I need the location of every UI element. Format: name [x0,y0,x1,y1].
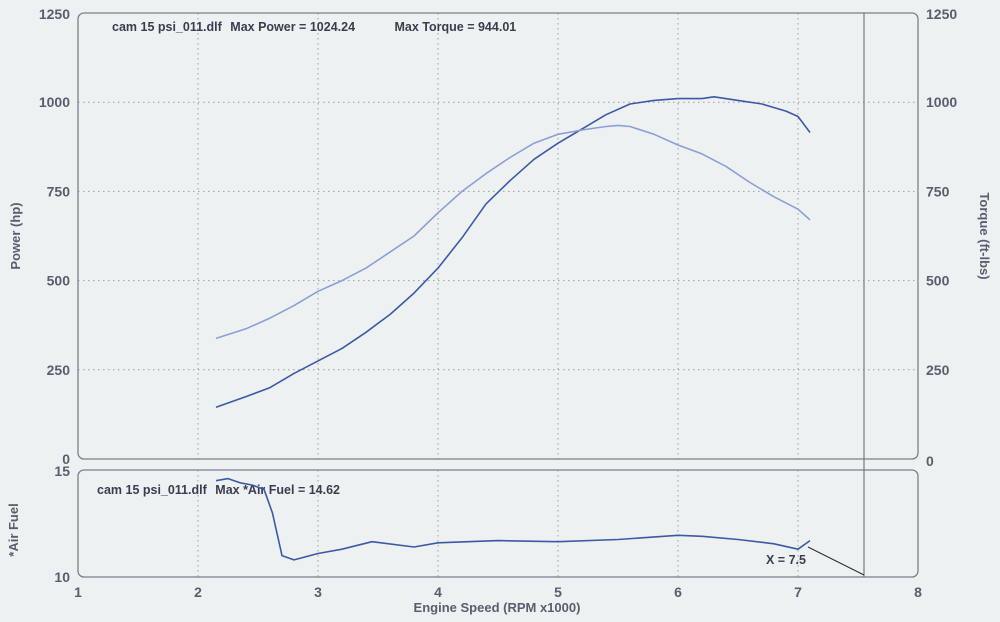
x-tick-label: 4 [434,584,442,600]
airfuel-y-axis-label: *Air Fuel [6,503,21,556]
airfuel-plot: cam 15 psi_011.dlf Max *Air Fuel = 14.62… [6,463,919,585]
y-tick-label-left: 1250 [39,6,70,22]
main-tick-labels: 0 250 500 750 1000 1250 0 250 500 750 1000 1250 [39,6,958,469]
y-tick-label-left: 250 [47,362,71,378]
y-tick-label-left: 1000 [39,94,70,110]
x-tick-label: 1 [74,584,82,600]
y-tick-label-right: 0 [926,453,934,469]
main-plot: cam 15 psi_011.dlf Max Power = 1024.24 M… [8,6,992,469]
airfuel-header-file: cam 15 psi_011.dlf [97,483,208,497]
main-plot-frame [77,12,919,460]
torque-curve [215,124,811,340]
x-tick-label: 6 [674,584,682,600]
max-torque-label: Max Torque = [395,20,478,34]
max-power-label: Max Power = [230,20,310,34]
main-header-file: cam 15 psi_011.dlf [112,20,223,34]
y-tick-label-right: 1250 [926,6,957,22]
max-airfuel-value: 14.62 [309,483,340,497]
y-tick-label-right: 250 [926,362,950,378]
x-axis-label: Engine Speed (RPM x1000) [414,600,581,615]
cursor-pointer [807,546,865,576]
y-axis-label-right: Torque (ft-lbs) [977,192,992,279]
x-tick-label: 5 [554,584,562,600]
y-tick-label-left: 750 [47,183,71,199]
x-tick-labels: 1 2 3 4 5 6 7 8 [74,584,922,600]
afr-curve [215,477,811,561]
max-torque-value: 944.01 [478,20,516,34]
y-tick-label-right: 750 [926,183,950,199]
x-tick-label: 8 [914,584,922,600]
y-axis-label-left: Power (hp) [8,202,23,269]
main-series-group [215,96,811,409]
x-tick-label: 3 [314,584,322,600]
power-curve [215,96,811,409]
x-tick-label: 2 [194,584,202,600]
max-power-value: 1024.24 [310,20,355,34]
y-tick-label-left: 500 [47,273,71,289]
airfuel-plot-frame [77,469,919,578]
y-tick-label-left: 0 [62,451,70,467]
airfuel-y-tick-label: 15 [54,463,70,479]
airfuel-header: cam 15 psi_011.dlf Max *Air Fuel = 14.62 [97,483,340,497]
airfuel-tick-labels: 10 15 [54,463,70,585]
cursor-label: X = 7.5 [766,553,806,567]
airfuel-y-tick-label: 10 [54,569,70,585]
y-tick-label-right: 1000 [926,94,957,110]
main-header: cam 15 psi_011.dlf Max Power = 1024.24 M… [112,20,516,34]
airfuel-series-group [215,477,811,561]
x-tick-label: 7 [794,584,802,600]
y-tick-label-right: 500 [926,273,950,289]
max-airfuel-label: Max *Air Fuel = [215,483,308,497]
